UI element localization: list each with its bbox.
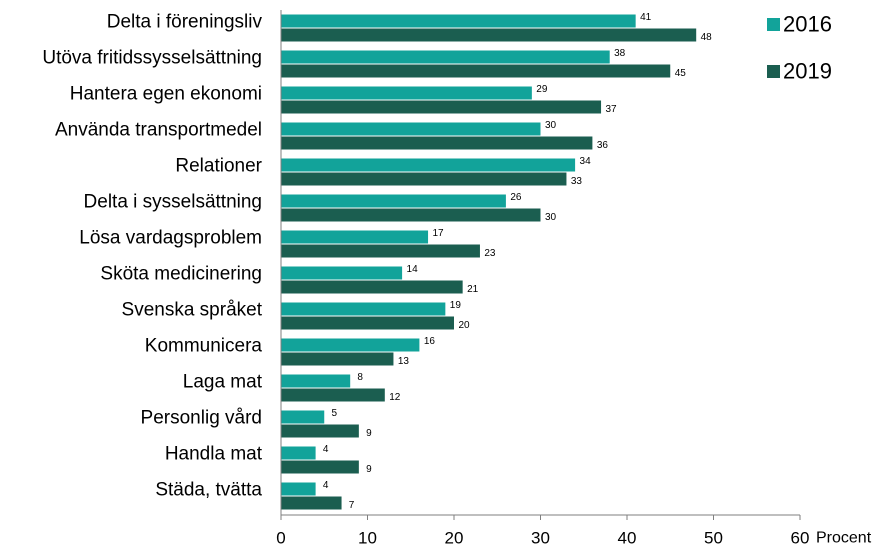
data-label-2016: 29 — [536, 84, 548, 95]
bar-2019 — [281, 352, 394, 366]
x-tick-label: 30 — [531, 529, 550, 545]
category-label: Hantera egen ekonomi — [70, 84, 262, 105]
category-label: Använda transportmedel — [55, 120, 262, 141]
bar-2019 — [281, 64, 671, 78]
bar-2019 — [281, 388, 385, 402]
category-label: Relationer — [175, 156, 262, 177]
x-tick-label: 0 — [276, 529, 285, 545]
legend-swatch-2016 — [767, 18, 780, 31]
bar-2016 — [281, 14, 636, 28]
bar-2019 — [281, 316, 454, 330]
data-label-2016: 41 — [640, 12, 652, 23]
bar-2016 — [281, 446, 316, 460]
category-label: Kommunicera — [145, 336, 263, 357]
data-label-2016: 14 — [407, 264, 419, 275]
data-label-2019: 37 — [605, 104, 617, 115]
legend-label-2019: 2019 — [783, 59, 832, 84]
data-label-2016: 17 — [432, 228, 444, 239]
data-label-2019: 23 — [484, 248, 496, 259]
bar-2016 — [281, 230, 429, 244]
category-label: Handla mat — [165, 444, 263, 465]
x-tick-label: 50 — [704, 529, 723, 545]
data-label-2019: 9 — [366, 464, 372, 475]
category-label: Delta i föreningsliv — [107, 12, 263, 33]
bar-2019 — [281, 244, 480, 258]
data-label-2016: 5 — [331, 408, 337, 419]
bar-2019 — [281, 136, 593, 150]
x-tick-label: 20 — [445, 529, 464, 545]
data-label-2019: 12 — [389, 392, 401, 403]
data-label-2019: 30 — [545, 212, 557, 223]
data-label-2016: 4 — [323, 444, 329, 455]
bars — [281, 14, 697, 510]
data-label-2016: 26 — [510, 192, 522, 203]
bar-2019 — [281, 424, 359, 438]
data-label-2019: 33 — [571, 176, 583, 187]
category-label: Utöva fritidssysselsättning — [42, 48, 262, 69]
data-labels: 4148384529373036343326301723142119201613… — [323, 12, 712, 511]
bar-2016 — [281, 302, 446, 316]
category-label: Svenska språket — [122, 300, 263, 321]
data-label-2016: 38 — [614, 48, 626, 59]
data-label-2016: 8 — [357, 372, 363, 383]
data-label-2016: 30 — [545, 120, 557, 131]
bar-2016 — [281, 482, 316, 496]
data-label-2019: 7 — [349, 500, 355, 511]
data-label-2019: 48 — [701, 32, 713, 43]
data-label-2019: 9 — [366, 428, 372, 439]
legend-label-2016: 2016 — [783, 12, 832, 37]
bar-2016 — [281, 158, 576, 172]
data-label-2016: 34 — [580, 156, 592, 167]
bar-2016 — [281, 266, 403, 280]
bar-2016 — [281, 194, 506, 208]
data-label-2019: 20 — [458, 320, 470, 331]
category-label: Laga mat — [183, 372, 263, 393]
legend: 2016 2019 — [767, 12, 832, 84]
bar-2019 — [281, 208, 541, 222]
x-tick-label: 40 — [618, 529, 637, 545]
x-tick-label: 10 — [358, 529, 377, 545]
data-label-2016: 19 — [450, 300, 462, 311]
x-tick-label: 60 — [791, 529, 810, 545]
data-label-2019: 13 — [398, 356, 410, 367]
x-axis-ticks: 0 10 20 30 40 50 60 — [276, 515, 809, 545]
category-label: Städa, tvätta — [155, 480, 262, 501]
data-label-2016: 4 — [323, 480, 329, 491]
data-label-2019: 21 — [467, 284, 479, 295]
bar-2016 — [281, 50, 610, 64]
category-label: Personlig vård — [141, 408, 262, 429]
data-label-2019: 36 — [597, 140, 609, 151]
bar-2016 — [281, 410, 325, 424]
bar-2019 — [281, 496, 342, 510]
bar-2016 — [281, 122, 541, 136]
bar-2016 — [281, 374, 351, 388]
bar-2016 — [281, 338, 420, 352]
bar-2019 — [281, 100, 602, 114]
x-axis-unit-label: Procent — [816, 530, 872, 545]
category-labels: Delta i föreningsliv Utöva fritidssyssels… — [42, 12, 262, 501]
category-label: Sköta medicinering — [100, 264, 262, 285]
category-label: Delta i sysselsättning — [84, 192, 262, 213]
bar-2019 — [281, 280, 463, 294]
bar-2016 — [281, 86, 532, 100]
category-label: Lösa vardagsproblem — [79, 228, 262, 249]
data-label-2019: 45 — [675, 68, 687, 79]
data-label-2016: 16 — [424, 336, 436, 347]
legend-swatch-2019 — [767, 65, 780, 78]
bar-2019 — [281, 172, 567, 186]
bar-2019 — [281, 460, 359, 474]
bar-2019 — [281, 28, 697, 42]
